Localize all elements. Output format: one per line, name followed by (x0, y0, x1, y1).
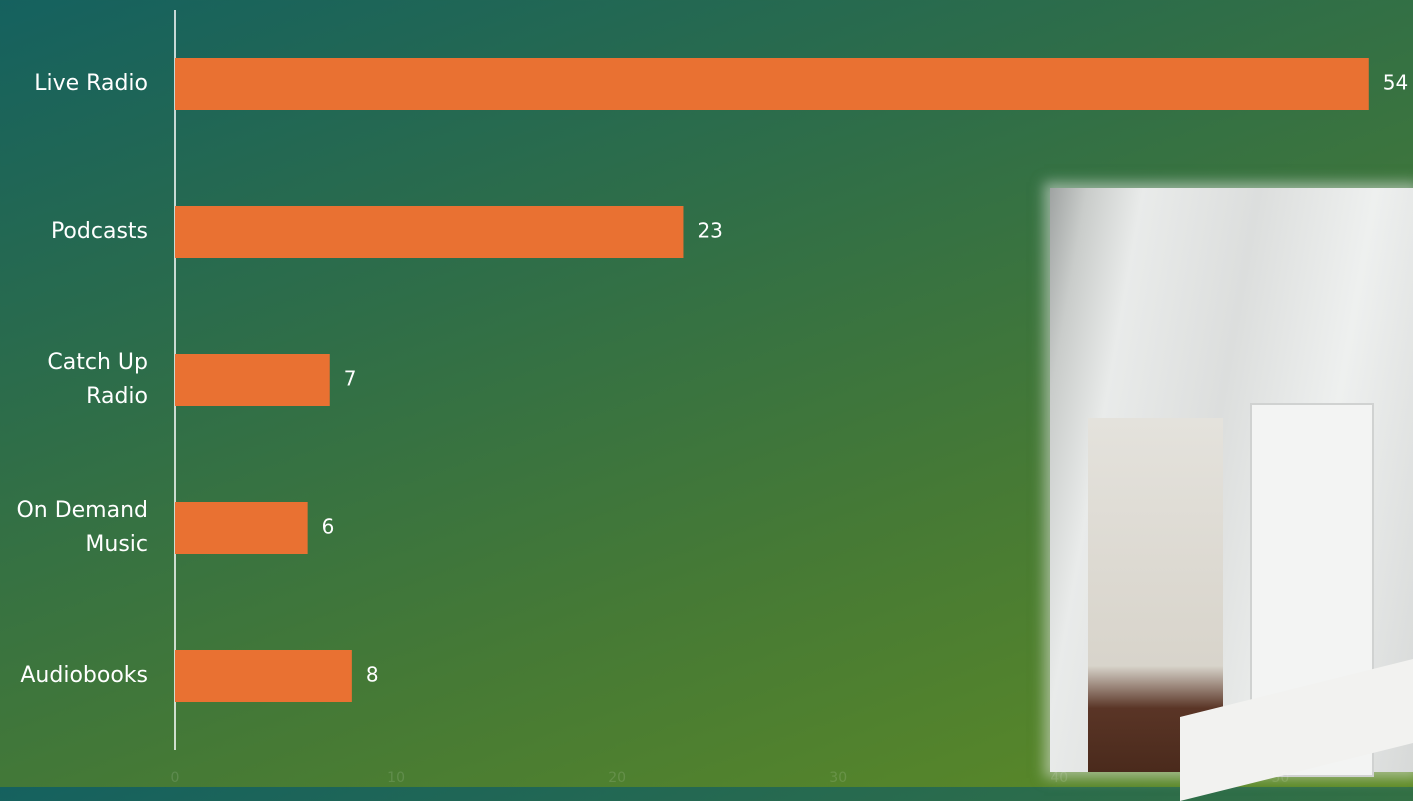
x-tick-label: 10 (387, 770, 405, 786)
x-tick-label: 30 (829, 770, 847, 786)
bar (175, 650, 352, 702)
value-label: 7 (344, 367, 357, 391)
x-tick-label: 40 (1050, 770, 1068, 786)
value-label: 6 (322, 515, 335, 539)
bar (175, 206, 684, 258)
x-tick-label: 0 (171, 770, 180, 786)
category-label: Catch Up Radio (47, 350, 148, 409)
value-label: 54 (1383, 71, 1408, 95)
x-tick-label: 50 (1271, 770, 1289, 786)
value-label: 23 (697, 219, 722, 243)
bar (175, 354, 330, 406)
category-label: Audiobooks (20, 663, 148, 688)
value-label: 8 (366, 663, 379, 687)
bar (175, 502, 308, 554)
category-label: Podcasts (50, 219, 148, 244)
category-label: Live Radio (34, 71, 148, 96)
bar (175, 58, 1369, 110)
x-tick-label: 20 (608, 770, 626, 786)
category-label: On Demand Music (16, 498, 148, 557)
photo (1050, 188, 1413, 801)
